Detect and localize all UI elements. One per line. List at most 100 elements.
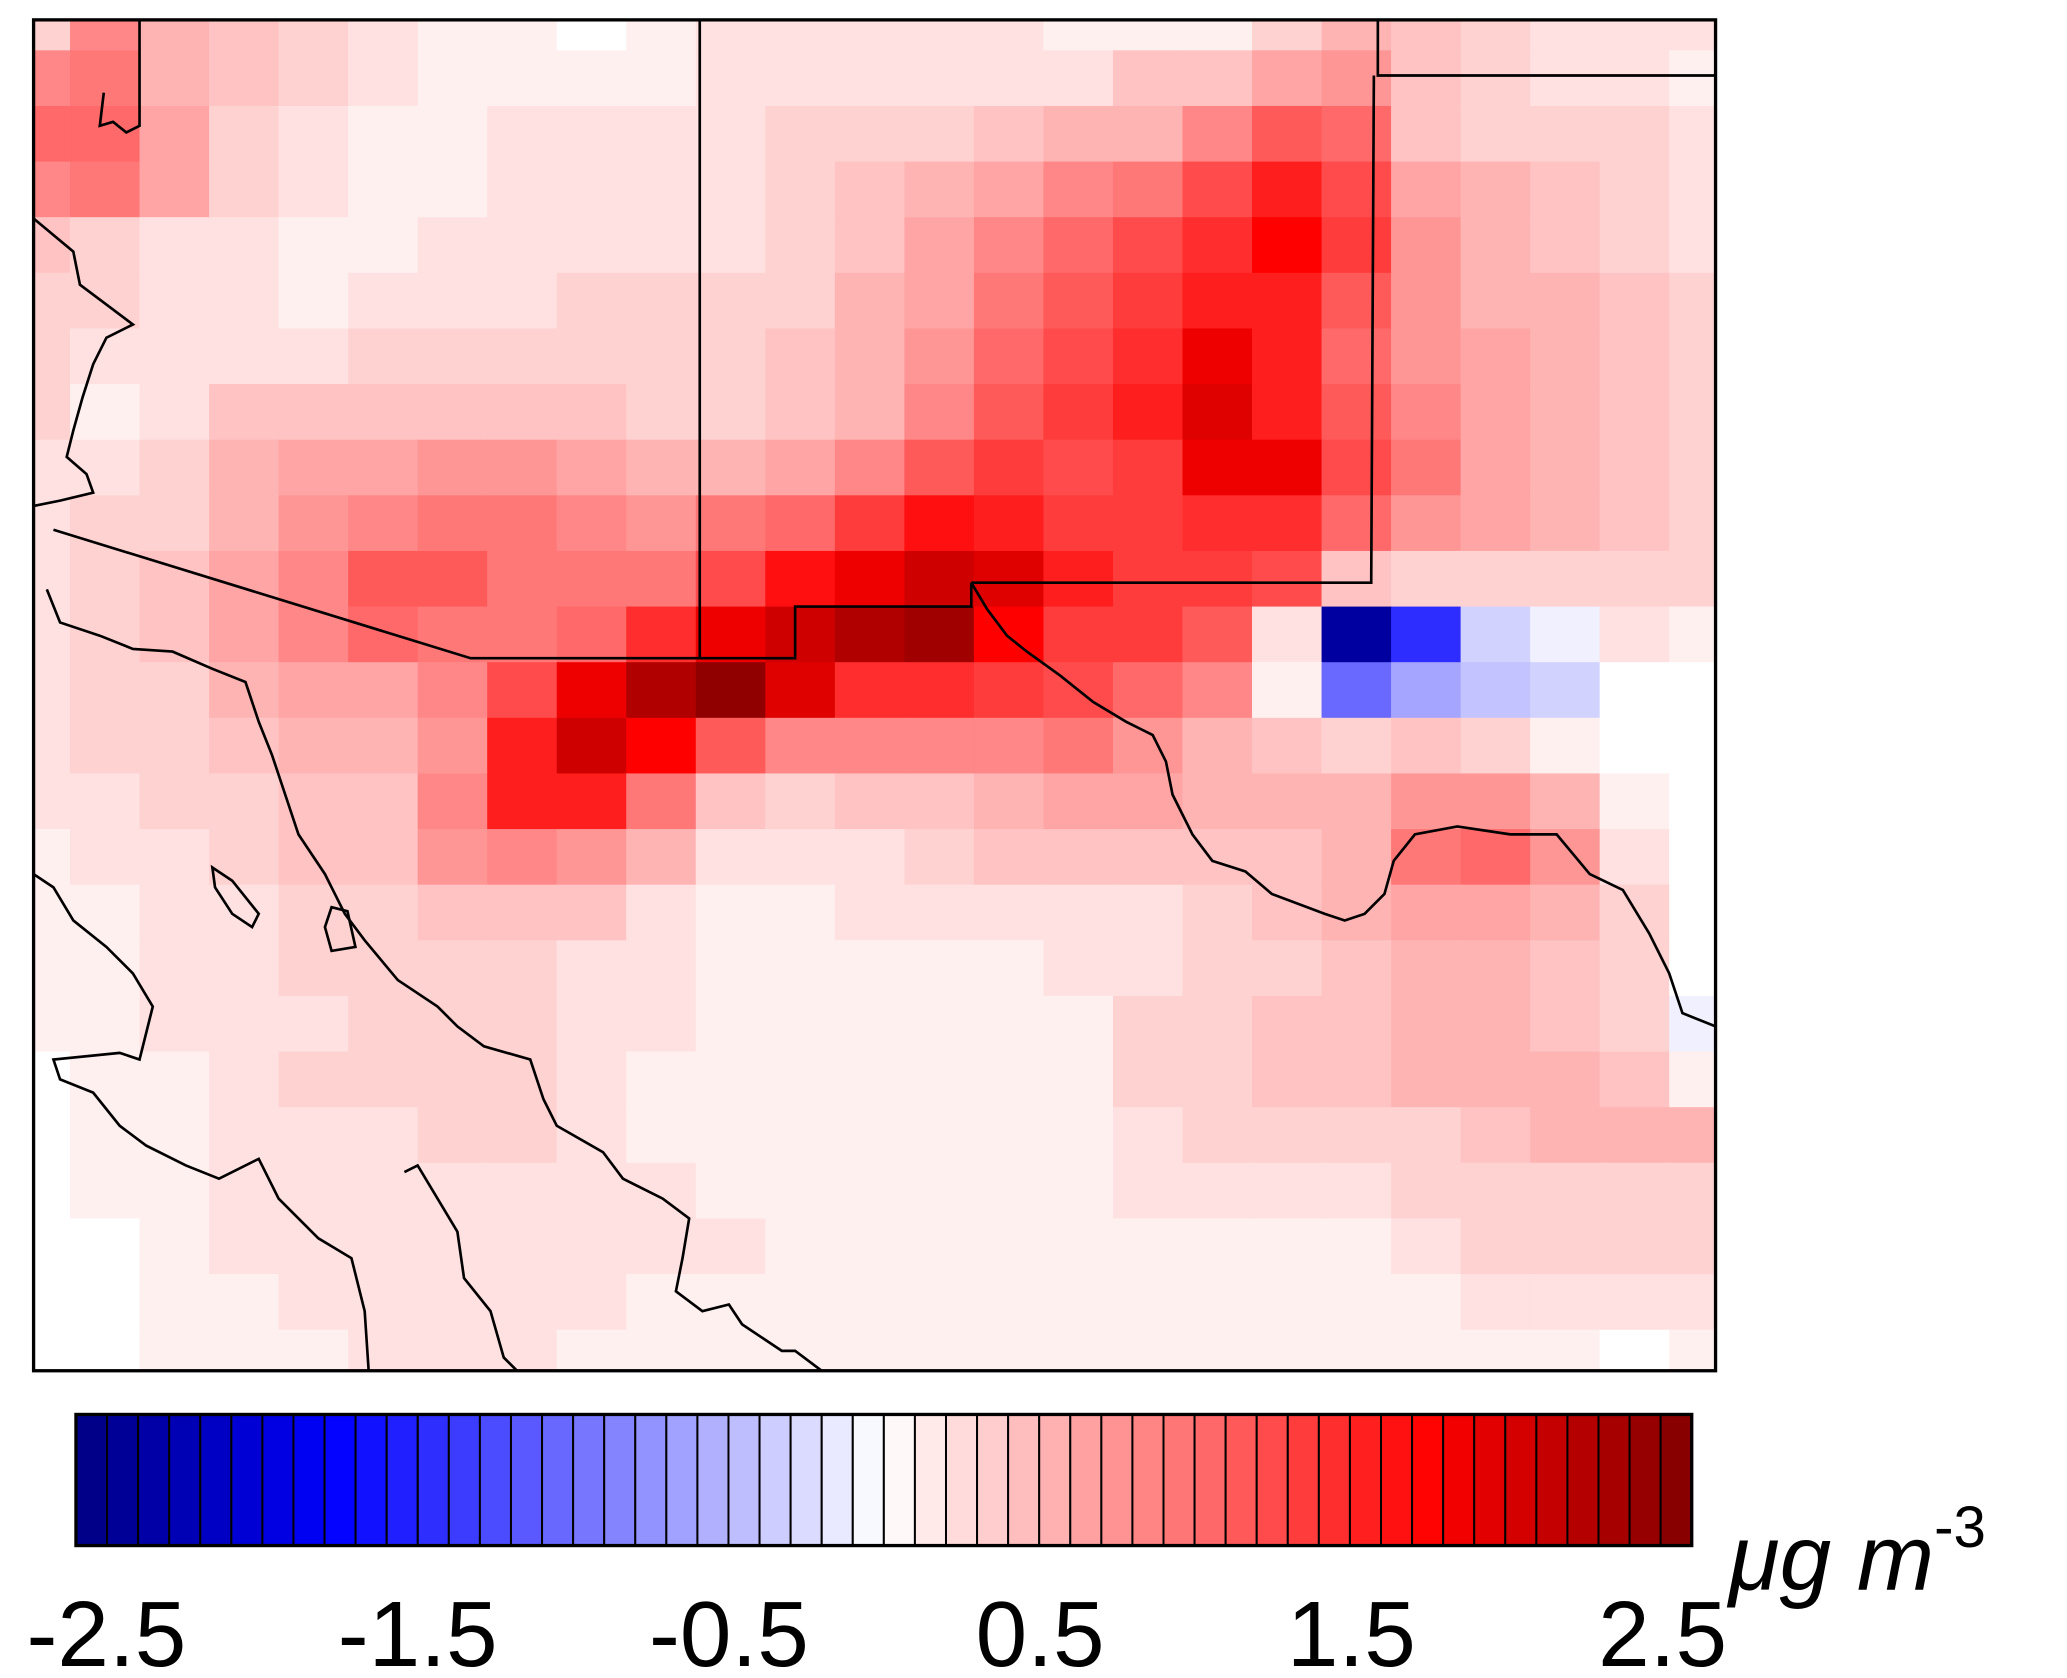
heatmap-cell — [973, 995, 1045, 1053]
heatmap-cell — [1669, 1162, 1716, 1220]
heatmap-cell — [1252, 1162, 1323, 1220]
heatmap-cell — [487, 439, 558, 497]
heatmap-cell — [348, 328, 419, 385]
colorbar-bin — [292, 1413, 326, 1547]
heatmap-cell — [834, 50, 906, 107]
heatmap-cell — [1112, 1051, 1184, 1108]
heatmap-cell — [626, 773, 697, 830]
heatmap-cell — [1460, 829, 1531, 886]
heatmap-cell — [139, 1274, 210, 1331]
heatmap-cell — [695, 717, 767, 775]
heatmap-cell — [33, 161, 71, 218]
heatmap-cell — [1391, 829, 1462, 886]
heatmap-cell — [1599, 19, 1671, 52]
heatmap-cell — [70, 829, 141, 886]
heatmap-cell — [1043, 1162, 1114, 1220]
heatmap-cell — [1391, 606, 1462, 663]
heatmap-cell — [487, 884, 558, 942]
colorbar-tick-label: -2.5 — [27, 1582, 187, 1678]
heatmap-cell — [1391, 773, 1462, 830]
colorbar-bin — [696, 1413, 730, 1547]
heatmap-cell — [487, 1218, 558, 1275]
heatmap-cell — [556, 50, 628, 107]
heatmap-cell — [1391, 105, 1462, 163]
heatmap-cell — [1043, 884, 1114, 942]
heatmap-cell — [556, 1329, 628, 1371]
heatmap-cell — [1599, 773, 1671, 830]
heatmap-cell — [1599, 1274, 1671, 1331]
island-small — [323, 905, 358, 953]
heatmap-cell — [973, 1329, 1045, 1371]
heatmap-cell — [834, 217, 906, 274]
heatmap-cell — [348, 272, 419, 330]
colorbar-bin — [106, 1413, 140, 1547]
colorbar-bin — [634, 1413, 668, 1547]
heatmap-cell — [834, 773, 906, 830]
heatmap-cell — [1669, 662, 1716, 719]
colorbar-unit-label: μg m-3 — [1727, 1495, 1986, 1609]
heatmap-cell — [1460, 19, 1531, 52]
heatmap-cell — [834, 717, 906, 775]
heatmap-cell — [695, 161, 767, 218]
heatmap-cell — [1530, 829, 1601, 886]
heatmap-cell — [1460, 1107, 1531, 1164]
heatmap-cell — [1530, 105, 1601, 163]
heatmap-cell — [1112, 272, 1184, 330]
heatmap-cell — [1669, 161, 1716, 218]
colorbar-bin — [603, 1413, 637, 1547]
heatmap-cell — [904, 272, 975, 330]
heatmap-cell — [695, 50, 767, 107]
heatmap-cell — [1112, 717, 1184, 775]
heatmap-cell — [209, 19, 280, 52]
heatmap-cell — [1321, 773, 1392, 830]
heatmap-cell — [695, 272, 767, 330]
colorbar-bin — [1566, 1413, 1600, 1547]
heatmap-cell — [1599, 717, 1671, 775]
colorbar-bin — [1193, 1413, 1227, 1547]
heatmap-cell — [1460, 1329, 1531, 1371]
heatmap-cell — [209, 328, 280, 385]
heatmap-cell — [487, 550, 558, 608]
colorbar-bin — [1442, 1413, 1476, 1547]
heatmap-cell — [1112, 50, 1184, 107]
heatmap-cell — [1321, 606, 1392, 663]
heatmap-cell — [139, 940, 210, 997]
heatmap-cell — [1669, 50, 1716, 107]
heatmap-cell — [1321, 1051, 1392, 1108]
heatmap-cell — [904, 19, 975, 52]
heatmap-cell — [1112, 606, 1184, 663]
heatmap-cell — [1530, 662, 1601, 719]
heatmap-cell — [139, 272, 210, 330]
heatmap-cell — [1669, 1329, 1716, 1371]
heatmap-cell — [278, 606, 349, 663]
heatmap-cell — [1460, 161, 1531, 218]
heatmap-cell — [348, 550, 419, 608]
heatmap-cell — [1043, 439, 1114, 497]
heatmap-cell — [556, 829, 628, 886]
heatmap-cell — [1252, 439, 1323, 497]
heatmap-cell — [834, 1162, 906, 1220]
colorbar-frame — [74, 1412, 1694, 1548]
heatmap-cell — [1182, 217, 1253, 274]
heatmap-cell — [695, 1051, 767, 1108]
heatmap-cell — [487, 217, 558, 274]
heatmap-cell — [278, 1107, 349, 1164]
heatmap-cell — [1460, 773, 1531, 830]
heatmap-cell — [1669, 1218, 1716, 1275]
heatmap-cell — [1252, 1274, 1323, 1331]
heatmap-cell — [1599, 995, 1671, 1053]
heatmap-cell — [70, 1107, 141, 1164]
heatmap-cell — [417, 161, 488, 218]
heatmap-cell — [1321, 272, 1392, 330]
heatmap-cell — [626, 439, 697, 497]
heatmap-cell — [33, 995, 71, 1053]
heatmap-cell — [1112, 773, 1184, 830]
coastline-mainland-west — [403, 1163, 518, 1371]
heatmap-cell — [1043, 717, 1114, 775]
heatmap-cell — [1112, 1329, 1184, 1371]
heatmap-cell — [973, 662, 1045, 719]
heatmap-cell — [1460, 1274, 1531, 1331]
heatmap-cell — [1321, 550, 1392, 608]
heatmap-cell — [904, 1162, 975, 1220]
heatmap-cell — [1391, 1051, 1462, 1108]
